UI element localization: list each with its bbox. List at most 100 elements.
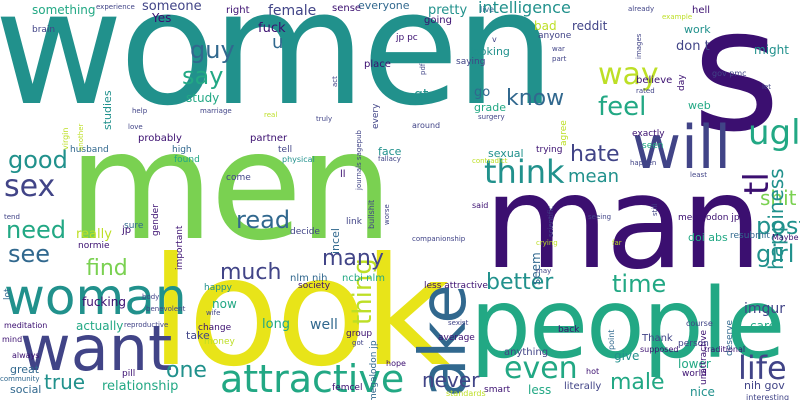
word-resubmit: resubmit [730, 231, 770, 241]
word-look: look [150, 226, 450, 400]
word-virgin: virgin [61, 128, 70, 151]
word-see: see [8, 240, 51, 268]
word-one: one [166, 358, 207, 383]
word-reproductive: reproductive [124, 321, 169, 329]
word-tend: tend [4, 213, 20, 221]
word-companionship: companionship [412, 235, 466, 243]
word-need: need [6, 216, 66, 244]
word-back: back [558, 325, 580, 335]
word-women: women [0, 0, 555, 141]
word-nih-gov: nih gov [744, 379, 785, 392]
word-act: act [331, 76, 339, 87]
word-world: world [682, 369, 707, 379]
word-partner: partner [250, 133, 288, 144]
word-standards: standards [446, 389, 486, 398]
word-something: something [32, 3, 96, 17]
word-ncbi-nlm: ncbi nlm [342, 273, 385, 284]
word-pdf: pdf [419, 64, 427, 76]
word-much: much [220, 260, 282, 285]
word-love: love [128, 123, 143, 131]
word-course: course [686, 319, 713, 328]
word-work: work [684, 23, 711, 36]
word-crying: crying [536, 239, 558, 247]
word-community: community [0, 375, 40, 383]
word-scientific: scientific [547, 206, 555, 238]
word-fucking: fucking [82, 295, 126, 309]
word-woman: woman [4, 268, 187, 326]
word-even: even [504, 351, 578, 386]
word-sense: sense [332, 3, 362, 14]
word-men: men [68, 100, 393, 274]
word-people: people [470, 268, 785, 380]
word-face: face [378, 145, 402, 158]
word-find: find [86, 256, 128, 281]
word-sure: sure [124, 221, 144, 231]
word-dont: don t [676, 39, 710, 54]
word-ll: ll [340, 169, 346, 180]
word-hope: hope [386, 359, 406, 368]
word-want: want [20, 312, 173, 385]
word-better: better [486, 270, 554, 295]
word-well: well [310, 317, 338, 333]
word-s: s [692, 0, 781, 170]
word-meditation: meditation [4, 321, 48, 330]
word-know: know [506, 86, 565, 111]
word-still: still [651, 204, 659, 217]
word-already: already [628, 5, 655, 13]
word-jp: jp [122, 225, 132, 236]
word-intelligence: intelligence [478, 0, 571, 17]
word-sexual: sexual [488, 147, 524, 160]
word-someone: someone [142, 0, 202, 14]
word-think: think [484, 153, 565, 191]
word-grade: grade [474, 101, 506, 114]
word-agree: agree [559, 120, 569, 146]
word-husband: husband [70, 145, 109, 155]
word-will: will [632, 113, 732, 183]
word-megalodon-jp2: megalodon jp [678, 213, 740, 223]
word-maybe: Maybe [772, 233, 799, 242]
word-person: person [678, 339, 709, 349]
word-may: may [536, 267, 552, 275]
word-surgery: surgery [478, 113, 505, 121]
word-study: study [186, 91, 220, 105]
word-great: great [10, 363, 40, 376]
word-megalodon-jp: megalodon jp [369, 340, 379, 400]
word-doi-abs: doi abs [688, 231, 728, 244]
word-come: come [226, 173, 251, 183]
word-happen: happen [630, 159, 657, 167]
word-sex: sex [4, 169, 56, 204]
word-v: v [492, 35, 497, 44]
word-thank: Thank [642, 333, 673, 344]
word-guy: guy [190, 36, 235, 64]
word-really: really [76, 227, 112, 242]
word-good: good [8, 146, 68, 174]
word-literally: literally [564, 381, 602, 392]
word-another: another [77, 124, 85, 152]
word-exactly: exactly [632, 129, 665, 139]
word-web: web [688, 99, 711, 112]
word-truly: truly [316, 115, 333, 123]
word-right: right [226, 5, 250, 16]
word-supposed: supposed [640, 345, 679, 354]
word-average: average [438, 333, 475, 343]
word-high: high [172, 145, 192, 155]
word-social: social [10, 383, 42, 396]
word-gt: gt [414, 87, 429, 103]
word-body: body [142, 293, 160, 301]
word-gender: gender [151, 204, 161, 236]
word-hell: hell [692, 5, 711, 16]
word-reddit: reddit [572, 19, 608, 33]
word-attractive: attractive [220, 357, 405, 400]
word-normie: normie [78, 241, 110, 251]
word-rated: rated [636, 87, 655, 95]
word-way: way [598, 57, 659, 92]
word-every: every [371, 104, 381, 130]
word-fuck: fuck [258, 21, 286, 36]
word-brain: brain [32, 25, 56, 35]
word-day: day [677, 74, 687, 91]
word-imgur: imgur [744, 301, 786, 317]
word-place: place [364, 59, 391, 70]
word-never: never [422, 368, 480, 392]
